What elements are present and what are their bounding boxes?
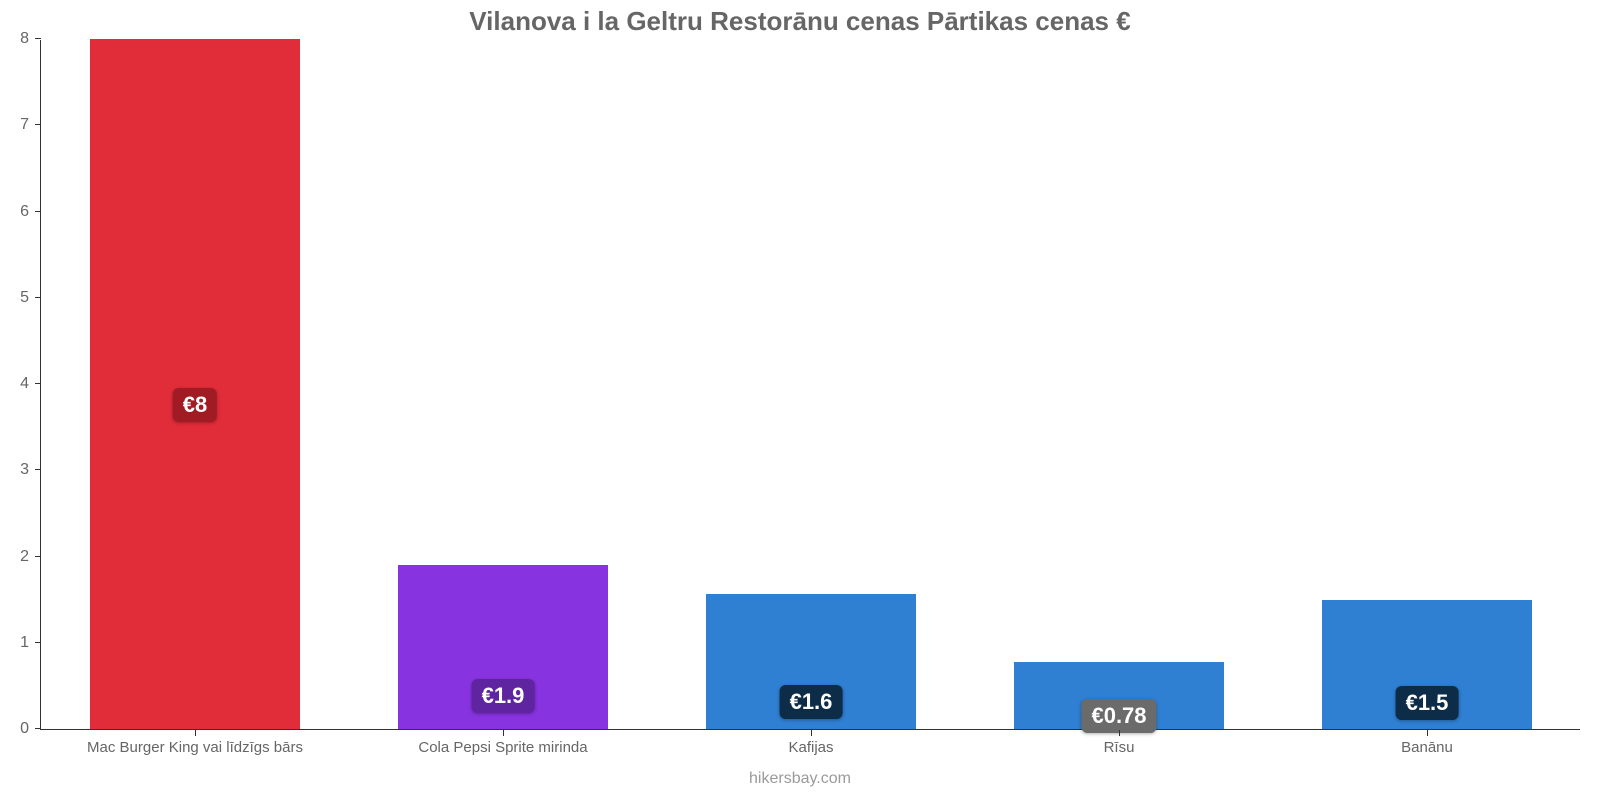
y-axis-tick-mark bbox=[35, 297, 41, 298]
y-axis-tick-mark bbox=[35, 728, 41, 729]
bar-value-label: €1.6 bbox=[780, 685, 843, 719]
x-axis-tick-mark bbox=[811, 730, 812, 736]
y-axis-tick-label: 7 bbox=[20, 116, 41, 134]
y-axis-tick-label: 1 bbox=[20, 634, 41, 652]
y-axis-tick-mark bbox=[35, 211, 41, 212]
y-axis-tick-mark bbox=[35, 383, 41, 384]
bar bbox=[90, 39, 300, 729]
y-axis-tick-label: 5 bbox=[20, 289, 41, 307]
plot-area: 012345678€8Mac Burger King vai līdzīgs b… bbox=[40, 40, 1580, 730]
x-axis-tick-mark bbox=[1427, 730, 1428, 736]
y-axis-tick-mark bbox=[35, 469, 41, 470]
bar-chart: Vilanova i la Geltru Restorānu cenas Pār… bbox=[0, 0, 1600, 800]
y-axis-tick-label: 4 bbox=[20, 375, 41, 393]
bar-value-label: €0.78 bbox=[1081, 699, 1156, 733]
x-axis-tick-mark bbox=[1119, 730, 1120, 736]
y-axis-tick-label: 3 bbox=[20, 461, 41, 479]
y-axis-tick-label: 0 bbox=[20, 720, 41, 738]
chart-caption: hikersbay.com bbox=[0, 770, 1600, 788]
y-axis-tick-label: 8 bbox=[20, 30, 41, 48]
bar-value-label: €1.5 bbox=[1396, 686, 1459, 720]
y-axis-tick-mark bbox=[35, 38, 41, 39]
y-axis-tick-label: 2 bbox=[20, 548, 41, 566]
y-axis-tick-mark bbox=[35, 556, 41, 557]
bar-value-label: €1.9 bbox=[472, 679, 535, 713]
chart-title: Vilanova i la Geltru Restorānu cenas Pār… bbox=[0, 6, 1600, 37]
y-axis-tick-mark bbox=[35, 642, 41, 643]
bar-value-label: €8 bbox=[173, 388, 217, 422]
x-axis-tick-mark bbox=[503, 730, 504, 736]
y-axis-tick-mark bbox=[35, 124, 41, 125]
y-axis-tick-label: 6 bbox=[20, 203, 41, 221]
x-axis-tick-mark bbox=[195, 730, 196, 736]
